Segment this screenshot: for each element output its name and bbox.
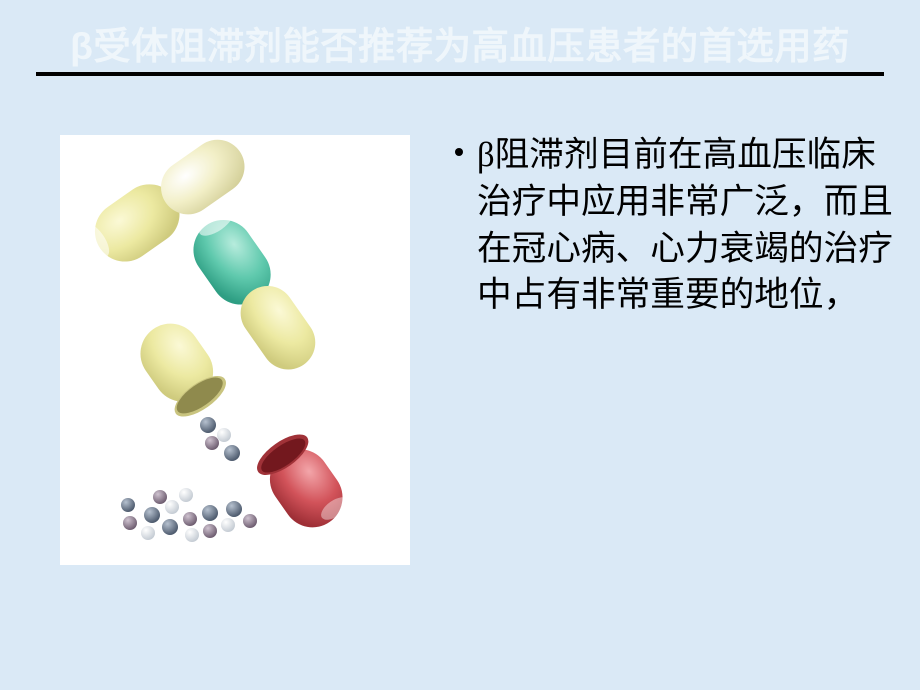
- pellets-cluster: [200, 417, 240, 461]
- pills-illustration: [60, 135, 410, 565]
- pellets-fallen: [121, 488, 257, 542]
- capsule-open-lower: [129, 312, 355, 539]
- bullet-item: β阻滞剂目前在高血压临床治疗中应用非常广泛，而且在冠心病、心力衰竭的治疗中占有非…: [455, 132, 895, 319]
- bullet-text: β阻滞剂目前在高血压临床治疗中应用非常广泛，而且在冠心病、心力衰竭的治疗中占有非…: [477, 132, 895, 319]
- illustration-panel: [60, 135, 410, 565]
- slide: β受体阻滞剂能否推荐为高血压患者的首选用药: [0, 0, 920, 690]
- horizontal-rule: [36, 72, 884, 76]
- bullet-marker: [455, 148, 463, 156]
- slide-title: β受体阻滞剂能否推荐为高血压患者的首选用药: [0, 16, 920, 70]
- body-text-block: β阻滞剂目前在高血压临床治疗中应用非常广泛，而且在冠心病、心力衰竭的治疗中占有非…: [455, 132, 895, 319]
